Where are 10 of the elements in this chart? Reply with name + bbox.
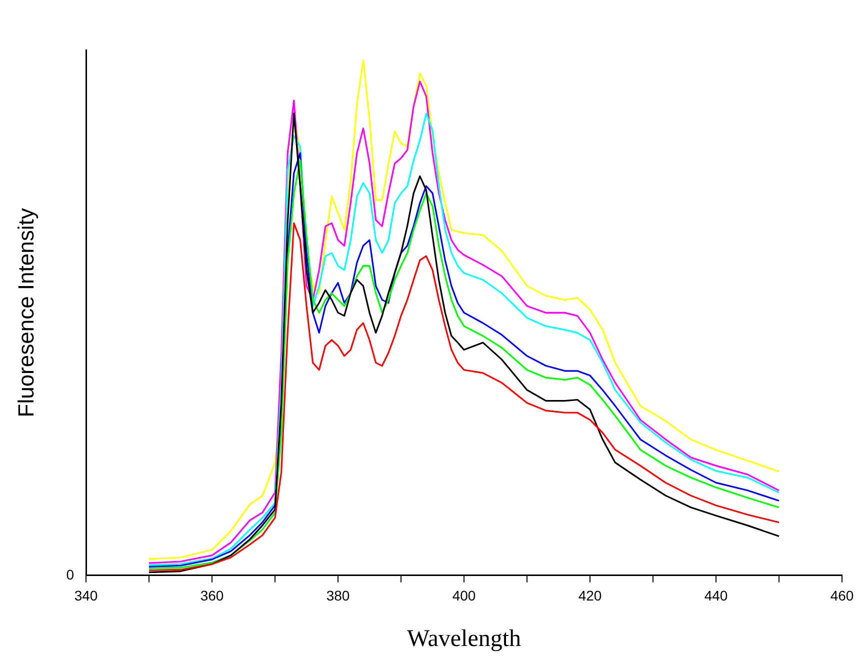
x-axis-title: Wavelength bbox=[406, 626, 522, 652]
x-tick-label: 360 bbox=[200, 588, 224, 604]
x-tick-label: 380 bbox=[326, 588, 350, 604]
x-tick-label: 460 bbox=[830, 588, 854, 604]
x-tick-label: 420 bbox=[578, 588, 602, 604]
x-tick-label: 400 bbox=[452, 588, 476, 604]
x-tick-label: 440 bbox=[704, 588, 728, 604]
y-axis-title: Fluoresence Intensity bbox=[13, 208, 38, 418]
x-tick-label: 340 bbox=[74, 588, 98, 604]
text: 0 bbox=[66, 566, 74, 582]
